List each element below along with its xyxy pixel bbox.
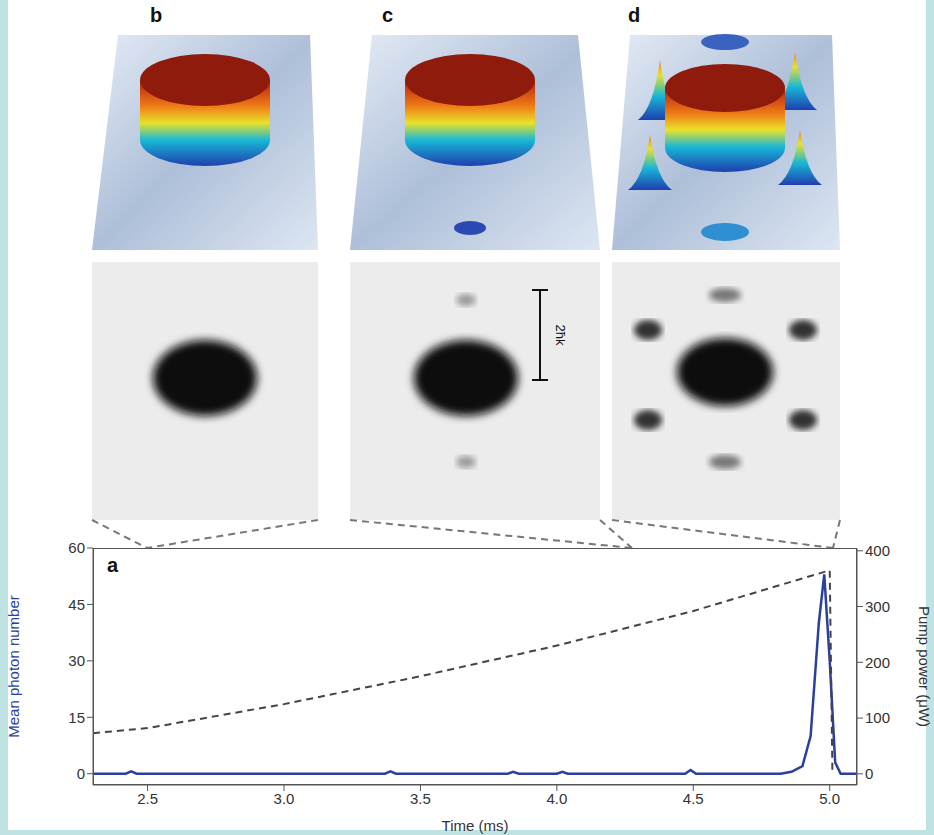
svg-text:30: 30 [68, 652, 85, 669]
svg-text:300: 300 [865, 598, 890, 615]
svg-text:15: 15 [68, 709, 85, 726]
svg-text:0: 0 [865, 765, 873, 782]
svg-text:5.0: 5.0 [819, 790, 840, 807]
svg-text:Pump power (μW): Pump power (μW) [916, 606, 933, 727]
svg-text:2ħk: 2ħk [553, 325, 568, 346]
html-text:a: a [107, 554, 119, 576]
svg-text:2.5: 2.5 [137, 790, 158, 807]
svg-text:200: 200 [865, 654, 890, 671]
svg-text:3.5: 3.5 [410, 790, 431, 807]
svg-text:b: b [150, 4, 162, 26]
svg-text:c: c [382, 4, 393, 26]
svg-text:Mean photon number: Mean photon number [5, 595, 22, 738]
svg-text:0: 0 [77, 765, 85, 782]
svg-text:4.5: 4.5 [683, 790, 704, 807]
svg-text:Time (ms): Time (ms) [442, 817, 509, 834]
svg-text:400: 400 [865, 542, 890, 559]
svg-text:100: 100 [865, 709, 890, 726]
svg-text:60: 60 [68, 539, 85, 556]
svg-text:3.0: 3.0 [274, 790, 295, 807]
svg-text:4.0: 4.0 [546, 790, 567, 807]
svg-text:d: d [628, 4, 640, 26]
svg-text:45: 45 [68, 596, 85, 613]
